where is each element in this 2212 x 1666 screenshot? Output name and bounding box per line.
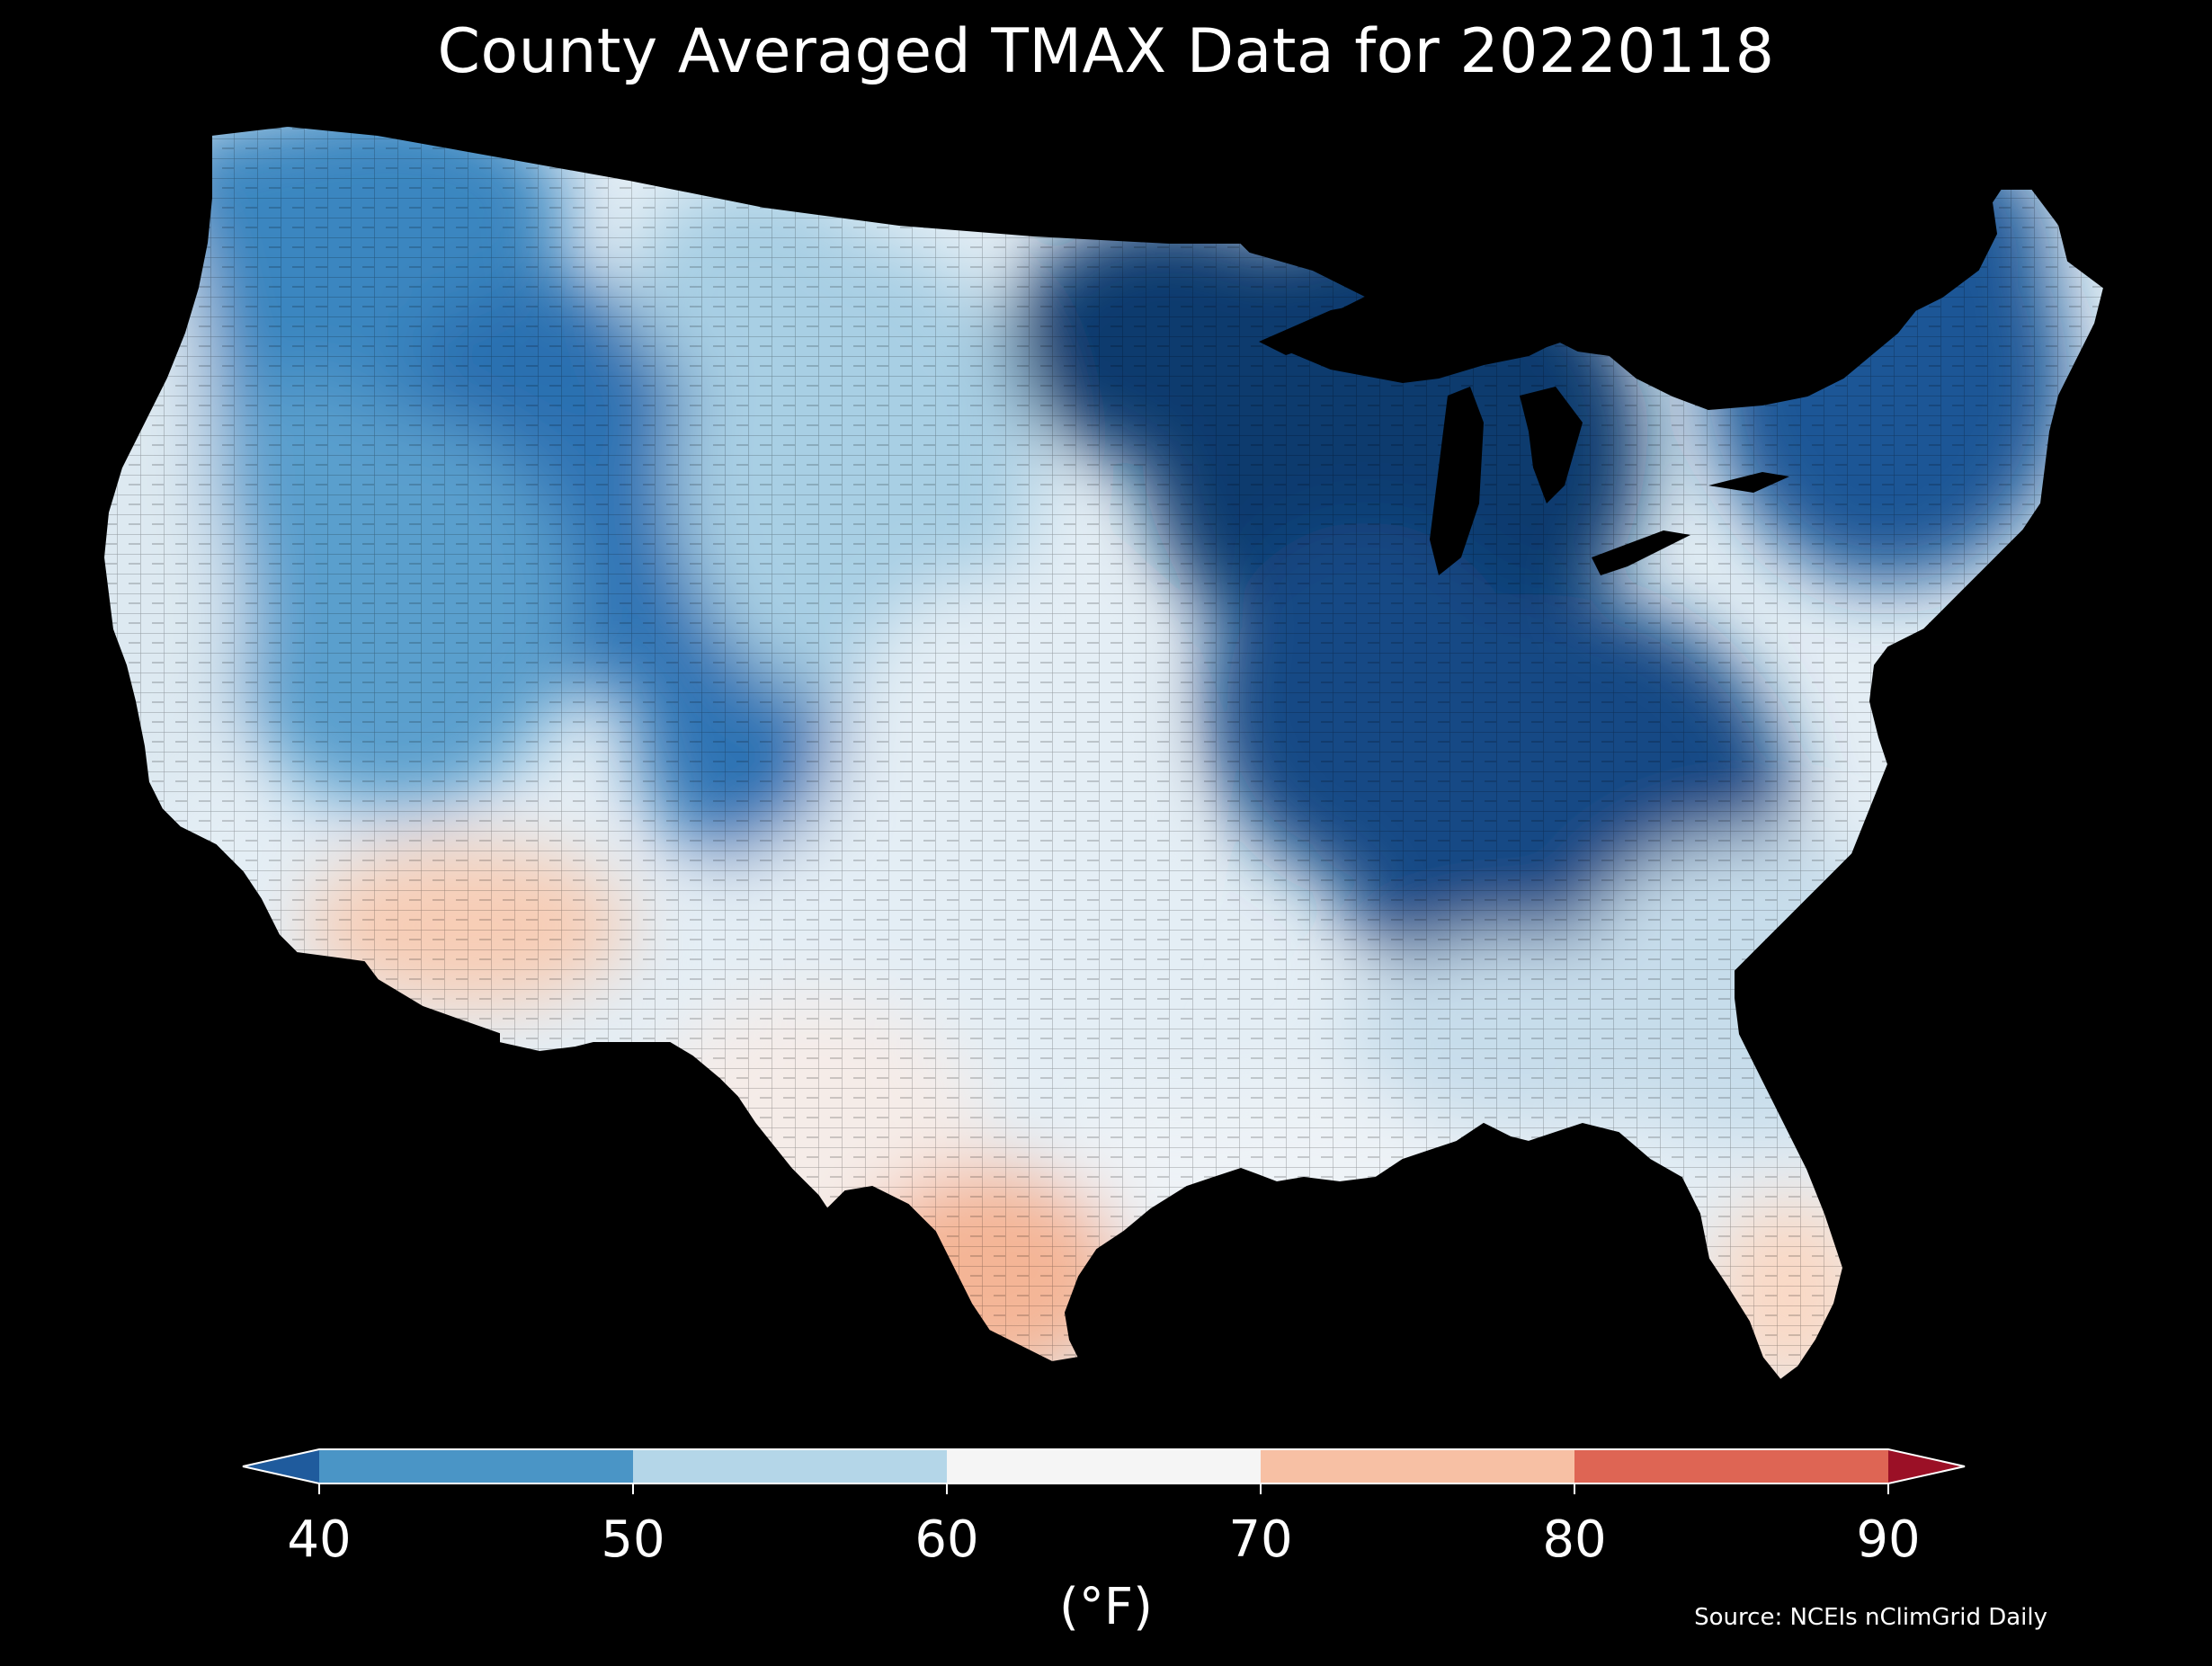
us-outline [102,124,2106,1382]
colorbar-tick-label: 60 [914,1510,979,1569]
colorbar-tick-label: 50 [601,1510,665,1569]
map-title: County Averaged TMAX Data for 20220118 [437,16,1775,87]
colorbar-segment [319,1449,633,1483]
lake-michigan [1430,387,1484,575]
colorbar-tick-label: 90 [1856,1510,1921,1569]
colorbar-segment [947,1449,1261,1483]
lake-erie [1592,530,1690,575]
colorbar-unit-label: (°F) [1059,1578,1153,1636]
colorbar-segment [1261,1449,1574,1483]
lake-huron [1520,387,1583,503]
colorbar-tick-label: 70 [1228,1510,1293,1569]
colorbar-tick-label: 80 [1542,1510,1607,1569]
source-note: Source: NCEIs nClimGrid Daily [1694,1604,2047,1631]
colorbar-tick-label: 40 [287,1510,352,1569]
lake-superior [1259,297,1439,355]
colorbar-arrow-above [1888,1449,1965,1483]
colorbar-segment [1574,1449,1888,1483]
colorbar-arrow-below [243,1449,319,1483]
lake-ontario [1708,472,1789,493]
colorbar-segment [633,1449,947,1483]
